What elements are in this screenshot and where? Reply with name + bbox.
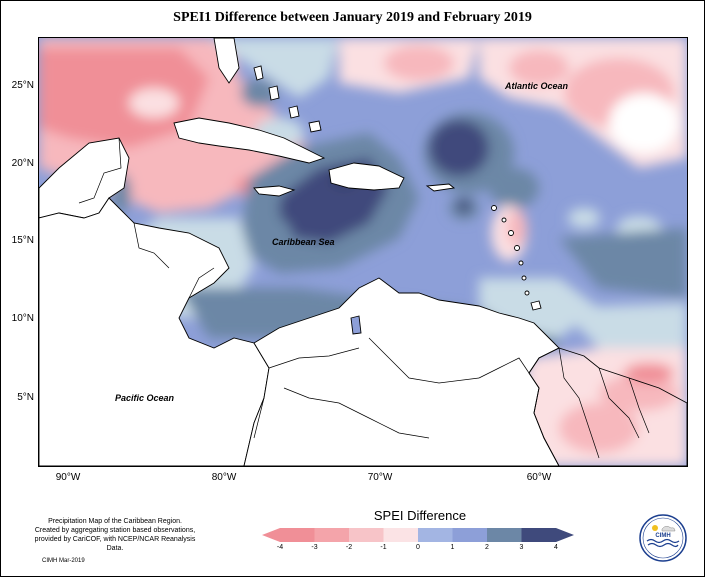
footer-description-line-1: Precipitation Map of the Caribbean Regio… xyxy=(48,518,182,525)
legend-swatch xyxy=(349,528,384,542)
legend-tick-label: -1 xyxy=(380,544,387,551)
lat-label-5n: 5°N xyxy=(17,392,34,403)
footer-credit: CIMH Mar-2019 xyxy=(42,558,85,564)
lon-label-90w: 90°W xyxy=(55,472,81,483)
hispaniola xyxy=(328,162,405,191)
legend-tick-label: 0 xyxy=(416,544,420,551)
legend-tick-label: -3 xyxy=(311,544,318,551)
logo-text: CIMH xyxy=(655,533,670,539)
jamaica xyxy=(253,185,296,197)
lon-label-60w: 60°W xyxy=(526,472,552,483)
ocean-label-pacific: Pacific Ocean xyxy=(115,393,175,403)
footer-description-line-3: provided by CariCOF, with NCEP/NCAR Rean… xyxy=(34,536,196,552)
lat-label-15n: 15°N xyxy=(11,235,34,246)
legend-swatch xyxy=(487,528,522,542)
trinidad xyxy=(530,300,542,311)
map-panel xyxy=(38,37,688,467)
legend-swatch xyxy=(418,528,453,542)
guianas-coast xyxy=(528,347,687,466)
legend-tick-label: -4 xyxy=(276,544,284,551)
lon-label-70w: 70°W xyxy=(367,472,393,483)
footer-description-line-2: Created by aggregating station based obs… xyxy=(34,527,196,534)
footer-description: Precipitation Map of the Caribbean Regio… xyxy=(30,517,200,553)
land-masses xyxy=(39,38,687,466)
legend-tick-label: 4 xyxy=(554,544,558,551)
ocean-label-caribbean: Caribbean Sea xyxy=(272,237,335,247)
south-america xyxy=(243,277,560,466)
map-title: SPEI1 Difference between January 2019 an… xyxy=(173,10,532,25)
lat-label-25n: 25°N xyxy=(11,80,34,91)
legend-swatch xyxy=(452,528,487,542)
lake-maracaibo xyxy=(350,315,362,335)
legend-swatch xyxy=(383,528,418,542)
cimh-logo: CIMH xyxy=(639,514,687,562)
lat-label-10n: 10°N xyxy=(11,313,34,324)
puerto-rico xyxy=(425,183,456,192)
country-borders xyxy=(78,137,650,459)
cuba xyxy=(173,117,326,164)
legend-tick-label: 1 xyxy=(450,544,455,551)
spei-map xyxy=(39,38,687,466)
legend-tick-label: 2 xyxy=(485,544,489,551)
ocean-label-atlantic: Atlantic Ocean xyxy=(505,81,569,91)
florida xyxy=(213,38,240,84)
legend-color-bar xyxy=(262,528,574,542)
legend-tick-label: -2 xyxy=(345,544,353,551)
legend-arrow-right xyxy=(556,528,574,542)
lon-label-80w: 80°W xyxy=(211,472,237,483)
legend-tick-label: 3 xyxy=(519,544,524,551)
legend-arrow-left xyxy=(262,528,280,542)
legend-title: SPEI Difference xyxy=(373,508,467,523)
legend-swatch xyxy=(521,528,556,542)
legend-swatch xyxy=(280,528,315,542)
legend-swatch xyxy=(314,528,349,542)
lat-label-20n: 20°N xyxy=(11,158,34,169)
